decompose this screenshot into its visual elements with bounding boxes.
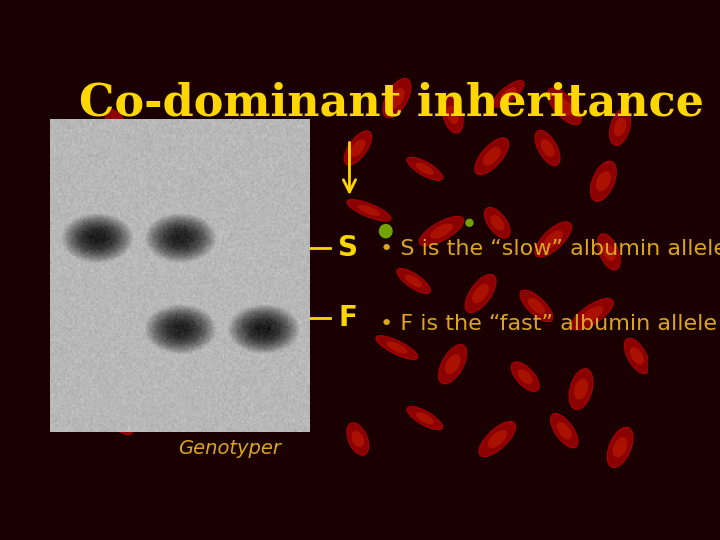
Ellipse shape — [389, 88, 405, 108]
Ellipse shape — [376, 336, 418, 360]
Ellipse shape — [590, 161, 616, 201]
Ellipse shape — [610, 109, 631, 146]
Ellipse shape — [105, 110, 130, 145]
Ellipse shape — [347, 423, 369, 455]
Ellipse shape — [120, 315, 149, 355]
Ellipse shape — [490, 215, 505, 231]
Ellipse shape — [511, 362, 539, 392]
Ellipse shape — [574, 379, 588, 400]
Ellipse shape — [541, 139, 554, 157]
Ellipse shape — [557, 422, 572, 440]
Ellipse shape — [405, 274, 423, 287]
Ellipse shape — [103, 402, 133, 435]
Ellipse shape — [397, 268, 431, 294]
Ellipse shape — [465, 219, 474, 227]
Text: F: F — [338, 304, 357, 332]
Ellipse shape — [148, 147, 166, 166]
Ellipse shape — [140, 138, 174, 175]
Ellipse shape — [544, 231, 563, 248]
Ellipse shape — [110, 410, 126, 427]
Ellipse shape — [430, 224, 453, 239]
Ellipse shape — [347, 199, 391, 221]
Ellipse shape — [379, 224, 392, 238]
Text: Co-dominant inheritance: Co-dominant inheritance — [78, 82, 704, 124]
Ellipse shape — [547, 88, 581, 125]
Ellipse shape — [518, 369, 533, 384]
Ellipse shape — [613, 437, 628, 457]
Ellipse shape — [482, 147, 501, 166]
Text: • F is the “fast” albumin allele: • F is the “fast” albumin allele — [380, 314, 717, 334]
Ellipse shape — [445, 354, 461, 374]
Ellipse shape — [630, 347, 644, 365]
Text: FF: FF — [275, 410, 312, 438]
Ellipse shape — [442, 96, 463, 133]
Ellipse shape — [438, 345, 467, 384]
Ellipse shape — [127, 325, 143, 345]
Ellipse shape — [551, 414, 578, 448]
Ellipse shape — [351, 139, 365, 157]
Ellipse shape — [386, 341, 408, 354]
Ellipse shape — [569, 369, 593, 410]
Ellipse shape — [358, 205, 380, 216]
Ellipse shape — [474, 138, 509, 175]
Ellipse shape — [344, 131, 372, 165]
Ellipse shape — [500, 87, 517, 101]
Ellipse shape — [598, 234, 621, 270]
Ellipse shape — [603, 243, 616, 261]
Ellipse shape — [351, 431, 364, 447]
Ellipse shape — [624, 338, 649, 374]
Ellipse shape — [614, 118, 626, 137]
Ellipse shape — [465, 274, 496, 313]
Ellipse shape — [111, 118, 125, 136]
Ellipse shape — [528, 298, 545, 314]
Ellipse shape — [479, 421, 516, 457]
Ellipse shape — [446, 105, 459, 124]
Text: SS: SS — [146, 410, 184, 438]
Ellipse shape — [419, 217, 464, 246]
Ellipse shape — [407, 157, 443, 180]
Ellipse shape — [555, 97, 573, 116]
Ellipse shape — [520, 290, 553, 322]
Ellipse shape — [535, 130, 560, 166]
Ellipse shape — [571, 299, 613, 330]
Text: Genotyper: Genotyper — [178, 439, 281, 458]
Ellipse shape — [485, 207, 510, 238]
Ellipse shape — [487, 430, 507, 448]
Ellipse shape — [596, 171, 611, 191]
Text: SF: SF — [210, 410, 249, 438]
Ellipse shape — [415, 412, 434, 424]
Ellipse shape — [96, 239, 128, 265]
Ellipse shape — [472, 284, 489, 303]
Ellipse shape — [535, 222, 572, 257]
Ellipse shape — [407, 407, 443, 430]
Text: • S is the “slow” albumin allele: • S is the “slow” albumin allele — [380, 239, 720, 259]
Ellipse shape — [383, 78, 411, 118]
Ellipse shape — [492, 80, 524, 107]
Ellipse shape — [415, 163, 434, 175]
Ellipse shape — [581, 306, 603, 322]
Ellipse shape — [104, 245, 120, 259]
Text: S: S — [338, 234, 358, 262]
Ellipse shape — [607, 427, 633, 468]
